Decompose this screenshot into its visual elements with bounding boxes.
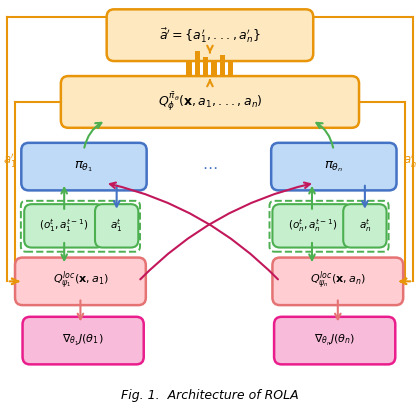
Text: $\nabla_{\theta_1} J(\theta_1)$: $\nabla_{\theta_1} J(\theta_1)$ (63, 333, 104, 348)
Bar (203, 57, 208, 76)
Text: Fig. 1.  Architecture of ROLA: Fig. 1. Architecture of ROLA (121, 389, 299, 402)
Text: $(o_1^t, a_1^{t-1})$: $(o_1^t, a_1^{t-1})$ (39, 218, 89, 234)
FancyBboxPatch shape (107, 9, 313, 61)
Text: $\pi_{\theta_n}$: $\pi_{\theta_n}$ (324, 159, 344, 174)
FancyBboxPatch shape (271, 143, 396, 190)
Bar (220, 55, 225, 76)
FancyBboxPatch shape (273, 204, 352, 247)
Text: $\cdots$: $\cdots$ (202, 159, 218, 174)
Text: $Q_{\psi_1}^{loc}(\mathbf{x}, a_1)$: $Q_{\psi_1}^{loc}(\mathbf{x}, a_1)$ (52, 270, 108, 292)
Text: $\pi_{\theta_1}$: $\pi_{\theta_1}$ (74, 159, 94, 174)
FancyBboxPatch shape (23, 317, 144, 365)
Bar (228, 60, 234, 76)
FancyBboxPatch shape (61, 76, 359, 128)
FancyBboxPatch shape (15, 257, 146, 305)
FancyBboxPatch shape (274, 317, 395, 365)
Text: $Q_{\psi_n}^{loc}(\mathbf{x}, a_n)$: $Q_{\psi_n}^{loc}(\mathbf{x}, a_n)$ (310, 270, 366, 292)
Text: $\nabla_{\theta_n} J(\theta_n)$: $\nabla_{\theta_n} J(\theta_n)$ (314, 333, 355, 348)
FancyBboxPatch shape (24, 204, 104, 247)
Text: $a_n^{\prime}$: $a_n^{\prime}$ (403, 151, 417, 169)
FancyBboxPatch shape (21, 143, 147, 190)
FancyBboxPatch shape (343, 204, 386, 247)
Bar (186, 60, 192, 76)
Bar (195, 52, 200, 76)
Text: $\vec{a}^{\prime} = \{a_1^{\prime}, ..., a_n^{\prime}\}$: $\vec{a}^{\prime} = \{a_1^{\prime}, ...,… (159, 26, 261, 45)
Text: $a_1^t$: $a_1^t$ (110, 218, 123, 234)
FancyBboxPatch shape (95, 204, 138, 247)
Text: $a_1^{\prime}$: $a_1^{\prime}$ (3, 151, 17, 169)
Text: $a_n^t$: $a_n^t$ (359, 218, 371, 234)
Bar (211, 62, 217, 76)
Text: $Q_{\phi}^{\bar{\pi}_{\theta}}(\mathbf{x}, a_1, ..., a_n)$: $Q_{\phi}^{\bar{\pi}_{\theta}}(\mathbf{x… (158, 91, 262, 113)
Text: $(o_n^t, a_n^{t-1})$: $(o_n^t, a_n^{t-1})$ (288, 218, 337, 234)
FancyBboxPatch shape (273, 257, 403, 305)
